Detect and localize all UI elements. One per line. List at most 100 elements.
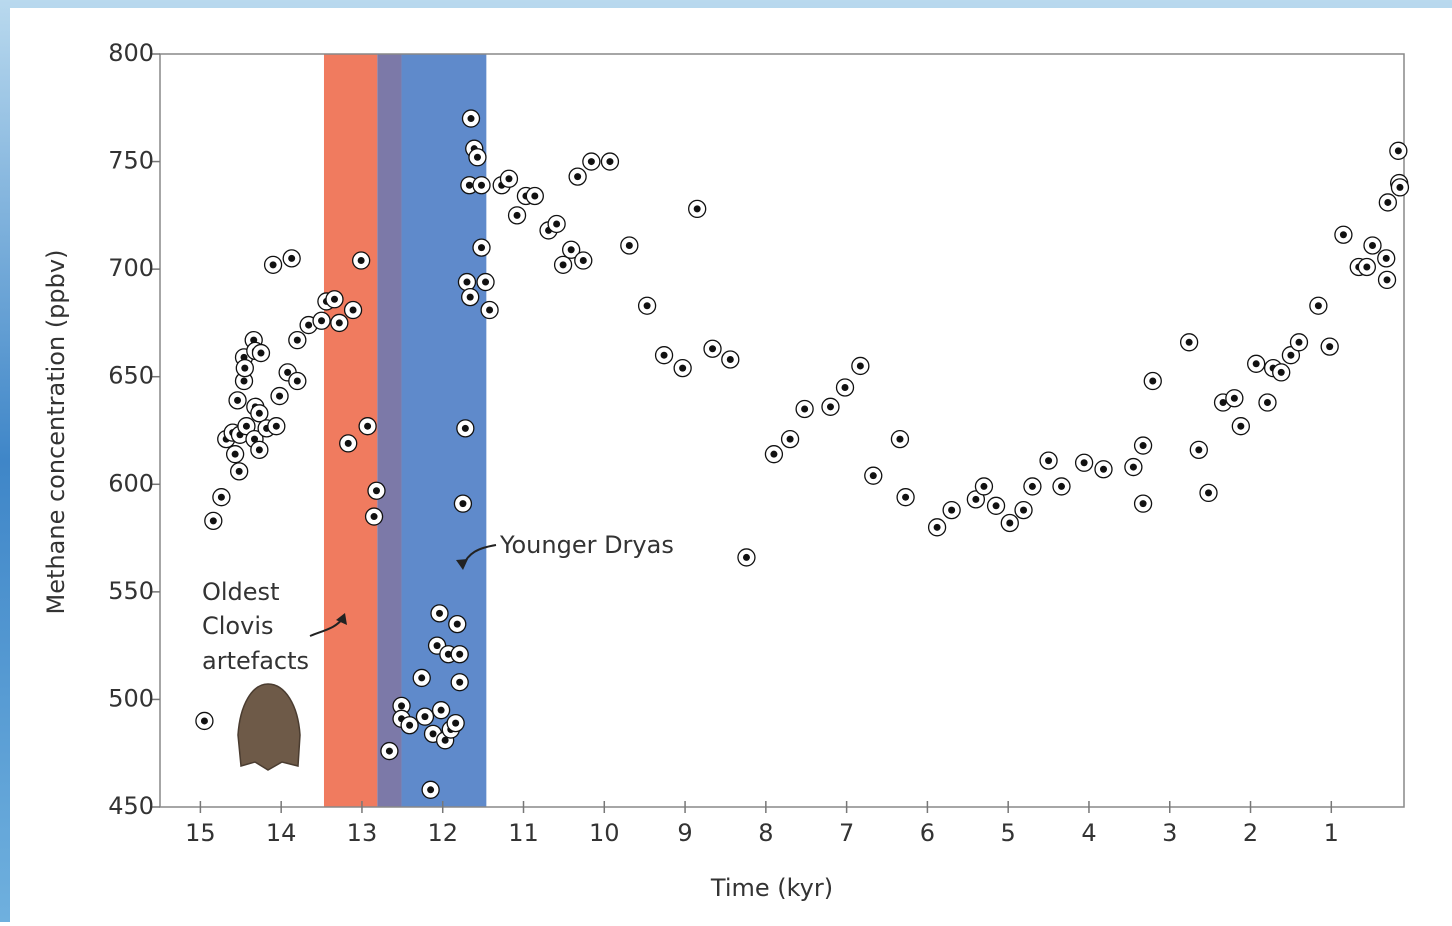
point-dot (1129, 463, 1137, 471)
data-point (1258, 393, 1277, 412)
point-dot (467, 115, 475, 123)
point-dot (421, 713, 429, 721)
data-point (737, 548, 756, 567)
data-point (1281, 346, 1301, 365)
point-dot (1230, 394, 1238, 402)
data-point (688, 199, 707, 219)
data-point (637, 296, 657, 315)
point-dot (242, 422, 250, 430)
point-dot (902, 493, 910, 501)
point-dot (293, 336, 301, 344)
data-point (235, 358, 254, 378)
point-dot (574, 173, 582, 181)
point-dot (992, 502, 1000, 510)
data-point (525, 186, 544, 206)
point-dot (418, 674, 426, 682)
x-tick-label: 10 (589, 819, 620, 847)
point-dot (231, 450, 239, 458)
point-dot (1252, 360, 1260, 368)
x-tick-label: 2 (1243, 819, 1258, 847)
point-dot (288, 254, 296, 262)
data-point (453, 494, 473, 513)
point-dot (643, 302, 651, 310)
data-point (1094, 460, 1113, 479)
point-dot (1185, 338, 1193, 346)
data-point (927, 518, 947, 537)
point-dot (896, 435, 904, 443)
data-point (1133, 494, 1153, 513)
point-dot (255, 446, 263, 454)
data-point (1023, 477, 1042, 496)
data-point (230, 462, 249, 481)
data-point (461, 109, 481, 128)
data-point (212, 488, 231, 507)
point-dot (349, 306, 357, 314)
annotation: Oldest (202, 578, 279, 606)
point-dot (370, 513, 378, 521)
data-point (764, 445, 784, 464)
point-dot (531, 192, 539, 200)
point-dot (1326, 343, 1334, 351)
data-point (421, 780, 440, 799)
point-dot (255, 409, 263, 417)
data-point (195, 711, 214, 731)
data-point (821, 397, 840, 416)
point-dot (1149, 377, 1157, 385)
point-dot (435, 609, 443, 617)
point-dot (1139, 442, 1147, 450)
point-dot (841, 383, 849, 391)
point-dot (276, 392, 284, 400)
point-dot (1339, 231, 1347, 239)
point-dot (553, 220, 561, 228)
data-point (600, 152, 620, 171)
annotation: Clovis (202, 612, 273, 640)
x-tick-label: 14 (266, 819, 297, 847)
data-point (312, 311, 331, 330)
data-point (364, 507, 384, 526)
point-dot (385, 747, 393, 755)
data-point (339, 434, 358, 453)
data-point (986, 496, 1006, 515)
point-dot (980, 482, 988, 490)
point-dot (217, 493, 225, 501)
point-dot (478, 181, 486, 189)
data-point (431, 701, 451, 720)
x-tick-label: 6 (920, 819, 935, 847)
data-point (1320, 337, 1339, 356)
point-dot (505, 175, 513, 183)
x-tick-label: 12 (427, 819, 458, 847)
data-point (1378, 193, 1397, 212)
data-point (1000, 513, 1019, 533)
x-tick-label: 9 (677, 819, 692, 847)
artefact-illustration (237, 683, 301, 771)
point-dot (234, 396, 242, 404)
point-dot (1263, 399, 1271, 407)
data-point (476, 272, 495, 292)
y-tick-label: 550 (108, 577, 154, 605)
point-dot (1057, 482, 1065, 490)
data-point (225, 445, 245, 464)
point-dot (1287, 351, 1295, 359)
point-dot (251, 435, 259, 443)
annotation: Younger Dryas (499, 531, 674, 559)
point-dot (856, 362, 864, 370)
point-dot (441, 736, 449, 744)
data-point (250, 440, 269, 460)
data-point (288, 330, 307, 350)
point-dot (869, 472, 877, 480)
point-dot (305, 321, 313, 329)
point-dot (567, 246, 575, 254)
data-point (1225, 389, 1244, 408)
data-point (1357, 257, 1376, 277)
point-dot (1384, 198, 1392, 206)
point-dot (398, 702, 406, 710)
annotation-arrowhead (336, 613, 347, 625)
point-dot (606, 158, 614, 166)
point-dot (679, 364, 687, 372)
points (195, 109, 1410, 799)
y-tick-label: 650 (108, 362, 154, 390)
y-tick-label: 600 (108, 469, 154, 497)
data-point (620, 236, 639, 255)
data-point (446, 713, 465, 733)
